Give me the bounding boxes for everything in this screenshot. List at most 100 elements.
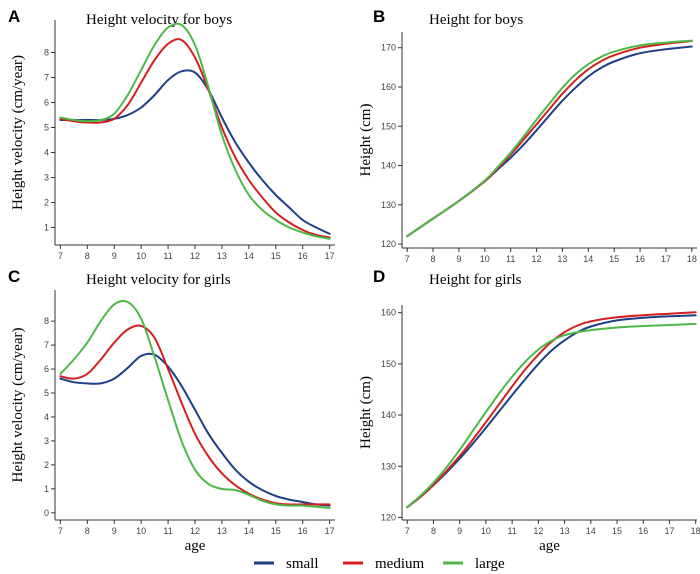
x-tick-label: 12 [533,526,543,536]
panel-C: C Height velocity for girls Height velocit… [8,267,335,554]
y-tick-label: 1 [44,484,49,494]
x-tick-label: 9 [112,526,117,536]
y-tick-label: 140 [381,161,396,171]
y-tick-label: 130 [381,200,396,210]
y-tick-label: 120 [381,512,396,522]
y-tick-label: 8 [44,316,49,326]
series-line-small [59,69,331,235]
x-tick-label: 14 [244,251,254,261]
y-tick-label: 170 [381,43,396,53]
panel-title: Height velocity for girls [86,272,231,288]
y-tick-label: 1 [44,223,49,233]
y-tick-label: 7 [44,340,49,350]
x-tick-label: 12 [190,251,200,261]
x-tick-label: 10 [481,526,491,536]
y-axis-label: Height velocity (cm/year) [10,328,26,483]
y-tick-label: 7 [44,73,49,83]
y-tick-label: 2 [44,460,49,470]
panel-letter: D [373,267,385,286]
panel-A: A Height velocity for boys Height velocity… [8,7,335,261]
x-tick-label: 7 [405,526,410,536]
x-tick-label: 12 [532,254,542,264]
y-tick-label: 150 [381,359,396,369]
legend-item-large: large [443,556,505,572]
y-tick-label: 4 [44,412,49,422]
panels: A Height velocity for boys Height velocity… [8,7,700,554]
series-line-medium [59,38,331,239]
x-tick-label: 18 [687,254,697,264]
series-line-medium [406,311,697,509]
x-tick-label: 15 [609,254,619,264]
panel-letter: B [373,7,385,26]
x-axis-label: age [539,538,560,554]
y-tick-label: 160 [381,82,396,92]
y-axis-label: Height (cm) [358,376,374,449]
legend-label: small [286,556,319,572]
y-tick-label: 6 [44,98,49,108]
y-tick-label: 3 [44,173,49,183]
x-tick-label: 15 [271,251,281,261]
series-line-large [406,39,693,238]
y-axis-label: Height (cm) [358,104,374,177]
x-tick-label: 11 [507,526,516,536]
y-tick-label: 130 [381,461,396,471]
panel-B: B Height for boys Height (cm) 7 8 9 10 11 12 13 14… [358,7,697,264]
y-tick-label: 6 [44,364,49,374]
y-tick-label: 140 [381,410,396,420]
legend-label: large [475,556,505,572]
x-tick-label: 7 [405,254,410,264]
x-tick-label: 16 [635,254,645,264]
x-tick-label: 13 [560,526,570,536]
y-axis-label: Height velocity (cm/year) [10,55,26,210]
x-tick-label: 15 [612,526,622,536]
x-tick-label: 14 [583,254,593,264]
legend-item-medium: medium [343,556,424,572]
panel-title: Height for boys [429,12,523,28]
y-tick-label: 2 [44,198,49,208]
x-tick-label: 10 [136,251,146,261]
x-axis-label: age [185,538,206,554]
panel-title: Height velocity for boys [86,12,232,28]
legend: small medium large [254,556,505,572]
x-tick-label: 9 [457,526,462,536]
x-tick-label: 10 [480,254,490,264]
series-line-large [406,322,697,509]
panel-D: D Height for girls Height (cm) age 7 8 9 10 11 12… [358,267,700,554]
series-line-large [59,299,331,509]
x-tick-label: 9 [456,254,461,264]
x-tick-label: 11 [506,254,515,264]
x-tick-label: 13 [217,251,227,261]
y-tick-label: 5 [44,388,49,398]
x-tick-label: 16 [298,251,308,261]
y-tick-label: 160 [381,308,396,318]
x-tick-label: 15 [271,526,281,536]
x-tick-label: 8 [431,526,436,536]
panel-letter: C [8,267,20,286]
y-tick-label: 0 [44,508,49,518]
y-tick-label: 3 [44,436,49,446]
y-tick-label: 120 [381,239,396,249]
x-tick-label: 18 [691,526,700,536]
series-line-small [406,314,697,509]
x-tick-label: 14 [244,526,254,536]
y-tick-label: 8 [44,48,49,58]
x-tick-label: 12 [190,526,200,536]
x-tick-label: 17 [325,251,335,261]
x-tick-label: 13 [557,254,567,264]
x-tick-label: 13 [217,526,227,536]
x-tick-label: 7 [58,526,63,536]
x-tick-label: 8 [431,254,436,264]
x-tick-label: 8 [85,251,90,261]
x-tick-label: 17 [664,526,674,536]
y-tick-label: 5 [44,123,49,133]
legend-item-small: small [254,556,319,572]
series-line-medium [59,324,331,506]
legend-label: medium [375,556,424,572]
x-tick-label: 17 [325,526,335,536]
x-tick-label: 16 [638,526,648,536]
x-tick-label: 17 [661,254,671,264]
x-tick-label: 10 [136,526,146,536]
y-tick-label: 150 [381,121,396,131]
panel-letter: A [8,7,20,26]
